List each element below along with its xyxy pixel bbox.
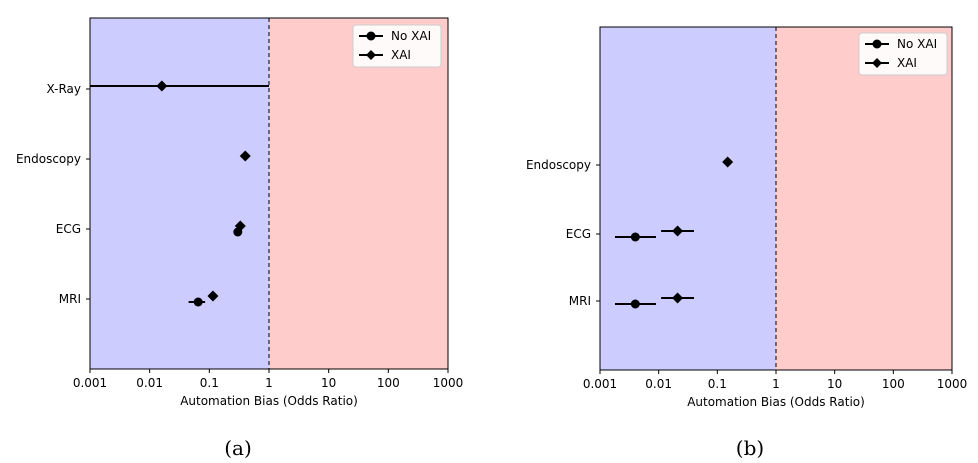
- xai-marker: [156, 80, 168, 92]
- panel-b: 0.001 0.01 0.1 1 10 100 1000 Automation Bias (O…: [526, 26, 968, 460]
- no-xai-marker: [630, 299, 640, 309]
- xai-marker: [672, 292, 684, 304]
- y-tick-label: MRI: [59, 292, 81, 306]
- x-tick-label: 1: [772, 377, 780, 391]
- x-axis-label: Automation Bias (Odds Ratio): [687, 395, 865, 409]
- x-tick-label: 10: [321, 376, 336, 390]
- panel-caption: (b): [736, 436, 764, 460]
- x-axis-label: Automation Bias (Odds Ratio): [180, 394, 358, 408]
- legend-label: XAI: [391, 48, 411, 62]
- xai-marker: [234, 220, 246, 232]
- x-tick-label: 1000: [937, 377, 968, 391]
- legend-marker-xai: [872, 58, 882, 68]
- x-tick-label: 0.001: [73, 376, 107, 390]
- y-tick-label: ECG: [56, 222, 81, 236]
- x-tick-label: 0.001: [583, 377, 617, 391]
- x-tick-label: 100: [377, 376, 400, 390]
- y-tick-label: Endoscopy: [16, 152, 81, 166]
- legend-marker-no-xai: [366, 31, 376, 41]
- region-low: [600, 27, 776, 370]
- no-xai-marker: [193, 297, 203, 307]
- legend-label: No XAI: [897, 37, 937, 51]
- xai-marker: [672, 225, 684, 237]
- panel-caption: (a): [224, 436, 252, 460]
- region-low: [90, 18, 269, 369]
- x-tick-label: 1: [265, 376, 273, 390]
- xai-marker: [207, 290, 219, 302]
- y-tick-label: ECG: [566, 227, 591, 241]
- no-xai-marker: [630, 232, 640, 242]
- x-tick-label: 10: [827, 377, 842, 391]
- legend-marker-xai: [366, 50, 376, 60]
- xai-marker: [722, 156, 734, 168]
- x-tick-label: 1000: [433, 376, 464, 390]
- legend-label: XAI: [897, 56, 917, 70]
- region-high: [269, 18, 448, 369]
- x-tick-label: 100: [882, 377, 905, 391]
- x-tick-label: 0.1: [708, 377, 727, 391]
- x-tick-label: 0.1: [200, 376, 219, 390]
- y-tick-label: MRI: [569, 294, 591, 308]
- xai-marker: [239, 150, 251, 162]
- x-tick-label: 0.01: [645, 377, 672, 391]
- y-tick-label: Endoscopy: [526, 158, 591, 172]
- legend-label: No XAI: [391, 29, 431, 43]
- y-tick-label: X-Ray: [47, 82, 81, 96]
- legend-marker-no-xai: [872, 39, 882, 49]
- region-high: [776, 27, 952, 370]
- x-tick-label: 0.01: [136, 376, 163, 390]
- panel-a: 0.001 0.01 0.1 1 10 100 1000 Automation Bias (O…: [16, 17, 464, 460]
